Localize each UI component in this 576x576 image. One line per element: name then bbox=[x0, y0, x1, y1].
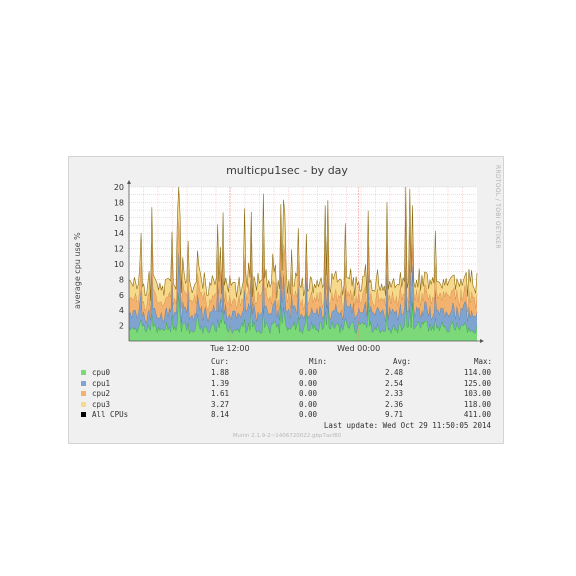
legend-header-min: Min: bbox=[308, 357, 327, 366]
legend-series-name: All CPUs bbox=[92, 410, 129, 419]
y-tick-label: 12 bbox=[114, 245, 124, 254]
legend-swatch bbox=[81, 370, 86, 375]
graph-panel: multicpu1sec - by day average cpu use % … bbox=[68, 156, 504, 444]
legend-swatch bbox=[81, 412, 86, 417]
line-cpu1 bbox=[128, 251, 478, 324]
y-tick-label: 8 bbox=[119, 275, 124, 284]
legend-swatch bbox=[81, 391, 86, 396]
line-cpu2 bbox=[128, 211, 478, 312]
legend-min: 0.00 bbox=[298, 368, 317, 377]
legend-avg: 2.48 bbox=[384, 368, 403, 377]
legend-avg: 2.33 bbox=[384, 389, 403, 398]
legend-header-max: Max: bbox=[473, 357, 492, 366]
legend-cur: 3.27 bbox=[210, 399, 229, 409]
area-cpu2 bbox=[129, 212, 477, 323]
chart-plot: Tue 12:00 Wed 00:00 2 4 6 8 10 12 14 16 18 20 bbox=[114, 180, 484, 353]
y-tick-label: 16 bbox=[114, 214, 124, 223]
last-update-text: Last update: Wed Oct 29 11:50:05 2014 bbox=[323, 421, 491, 430]
legend-max: 411.00 bbox=[463, 410, 491, 419]
y-tick-label: 10 bbox=[114, 260, 124, 269]
legend-swatch bbox=[81, 401, 86, 407]
y-tick-label: 20 bbox=[114, 183, 124, 192]
munin-version-footer: Munin 2.1.9-2~1406720022.gbp7acf80 bbox=[232, 433, 342, 439]
legend-header-cur: Cur: bbox=[210, 357, 229, 366]
legend-cur: 1.39 bbox=[210, 378, 229, 388]
legend-row: All CPUs 8.14 0.00 9.71 411.00 bbox=[81, 410, 501, 420]
legend-avg: 2.54 bbox=[384, 378, 403, 388]
chart-title: multicpu1sec - by day bbox=[226, 164, 348, 177]
legend-cur: 8.14 bbox=[210, 410, 229, 419]
y-tick-label: 18 bbox=[114, 198, 124, 207]
legend-cur: 1.88 bbox=[210, 368, 229, 377]
x-axis-arrow bbox=[480, 339, 484, 343]
legend-series-name: cpu1 bbox=[92, 378, 111, 388]
y-tick-label: 6 bbox=[119, 291, 124, 300]
legend-series-name: cpu2 bbox=[92, 389, 111, 398]
y-tick-label: 14 bbox=[114, 229, 124, 238]
legend-min: 0.00 bbox=[298, 378, 317, 388]
legend-row: cpu3 3.27 0.00 2.36 118.00 bbox=[81, 400, 501, 410]
legend-max: 118.00 bbox=[463, 399, 491, 409]
legend-min: 0.00 bbox=[298, 410, 317, 419]
y-tick-label: 2 bbox=[119, 322, 124, 331]
legend-row: cpu1 1.39 0.00 2.54 125.00 bbox=[81, 379, 501, 389]
legend-max: 125.00 bbox=[463, 378, 491, 388]
legend-series-name: cpu0 bbox=[92, 368, 111, 377]
legend-row: cpu2 1.61 0.00 2.33 103.00 bbox=[81, 389, 501, 399]
legend-avg: 2.36 bbox=[384, 399, 403, 409]
legend-max: 114.00 bbox=[463, 368, 491, 377]
legend-max: 103.00 bbox=[463, 389, 491, 398]
legend-series-name: cpu3 bbox=[92, 399, 111, 409]
legend-swatch bbox=[81, 380, 86, 386]
line-cpu3 bbox=[128, 186, 478, 301]
legend-min: 0.00 bbox=[298, 389, 317, 398]
legend-cur: 1.61 bbox=[210, 389, 229, 398]
legend-header-avg: Avg: bbox=[392, 357, 411, 366]
area-cpu1 bbox=[129, 251, 477, 334]
legend-row: cpu0 1.88 0.00 2.48 114.00 bbox=[81, 368, 501, 378]
y-axis-arrow bbox=[127, 180, 131, 184]
x-tick-label: Wed 00:00 bbox=[337, 344, 380, 353]
legend-avg: 9.71 bbox=[384, 410, 403, 419]
legend-min: 0.00 bbox=[298, 399, 317, 409]
x-tick-label: Tue 12:00 bbox=[209, 344, 249, 353]
y-tick-label: 4 bbox=[119, 306, 124, 315]
